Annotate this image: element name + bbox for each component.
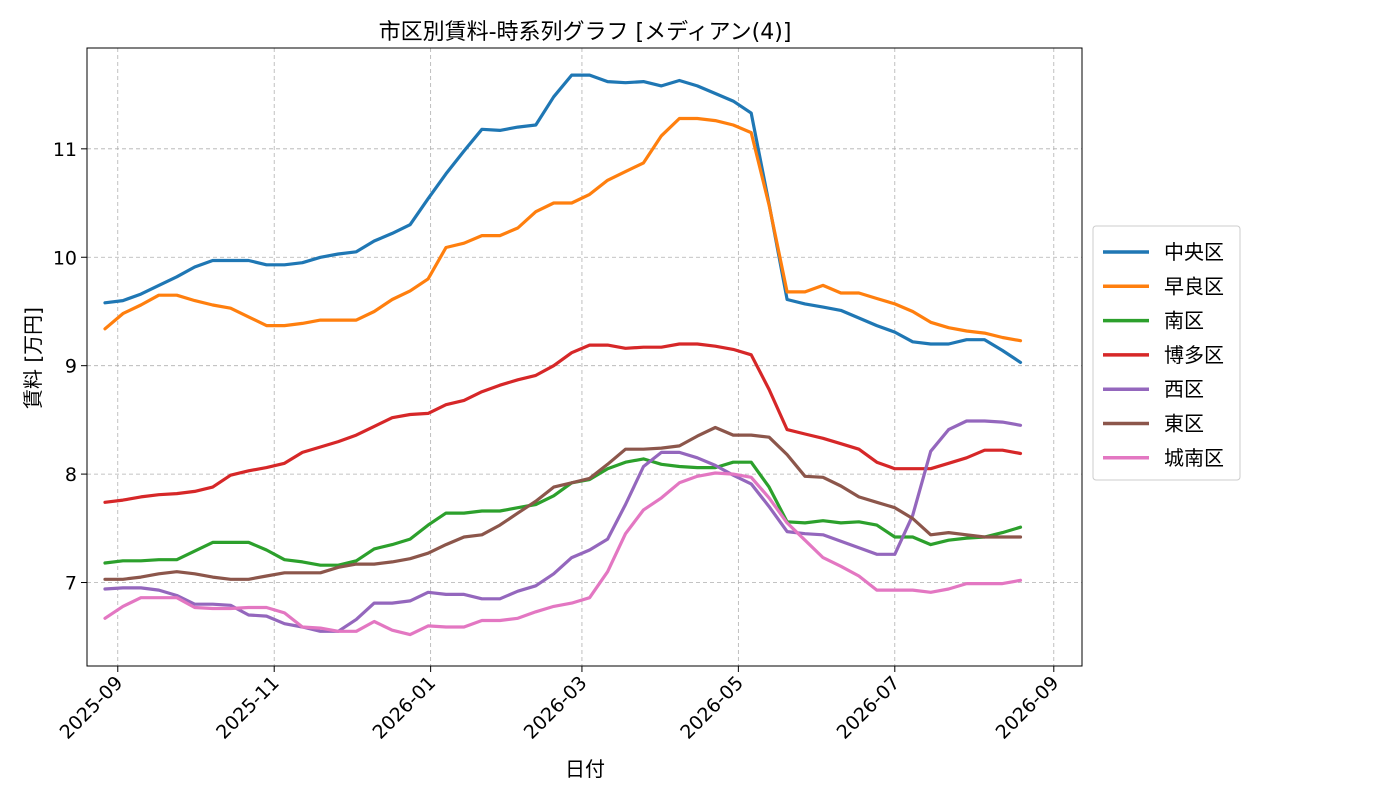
- legend-box: [1092, 225, 1241, 481]
- x-tick-label: 2025-11: [212, 672, 284, 744]
- x-tick-label: 2026-03: [520, 672, 592, 744]
- series-line-0: [103, 73, 1023, 364]
- y-axis-ticks: 7 8 9 10 11: [53, 139, 87, 595]
- legend-label-5: 東区: [1164, 412, 1204, 436]
- series-line-5: [103, 425, 1023, 581]
- y-axis-label: 賃料 [万円]: [21, 307, 45, 409]
- x-tick-label: 2026-09: [992, 672, 1064, 744]
- y-tick-label: 9: [65, 356, 77, 378]
- y-tick-label: 10: [53, 247, 77, 269]
- legend-label-1: 早良区: [1164, 274, 1224, 298]
- x-axis-label: 日付: [565, 757, 605, 781]
- x-tick-label: 2025-09: [56, 672, 128, 744]
- y-tick-label: 8: [65, 464, 77, 486]
- legend-label-6: 城南区: [1164, 446, 1224, 470]
- x-tick-label: 2026-07: [833, 672, 905, 744]
- y-tick-label: 11: [53, 139, 77, 161]
- plot-frame: [86, 47, 1083, 667]
- series-line-3: [103, 342, 1023, 504]
- grid-lines: [87, 48, 1082, 666]
- y-tick-label: 7: [65, 573, 77, 595]
- x-tick-label: 2026-05: [676, 672, 748, 744]
- series-line-1: [103, 116, 1023, 343]
- x-axis-ticks: 2025-09 2025-11 2026-01 2026-03 2026-05 2026-…: [56, 666, 1064, 744]
- series-line-4: [103, 419, 1023, 633]
- series-lines: [103, 73, 1023, 637]
- legend-label-2: 南区: [1164, 309, 1204, 333]
- legend-label-4: 西区: [1164, 377, 1204, 401]
- legend-label-3: 博多区: [1164, 343, 1224, 367]
- legend-label-0: 中央区: [1164, 240, 1224, 264]
- series-line-6: [103, 471, 1023, 637]
- series-line-2: [103, 457, 1023, 567]
- x-tick-label: 2026-01: [368, 672, 440, 744]
- chart-title: 市区別賃料-時系列グラフ [メディアン(4)]: [379, 20, 792, 45]
